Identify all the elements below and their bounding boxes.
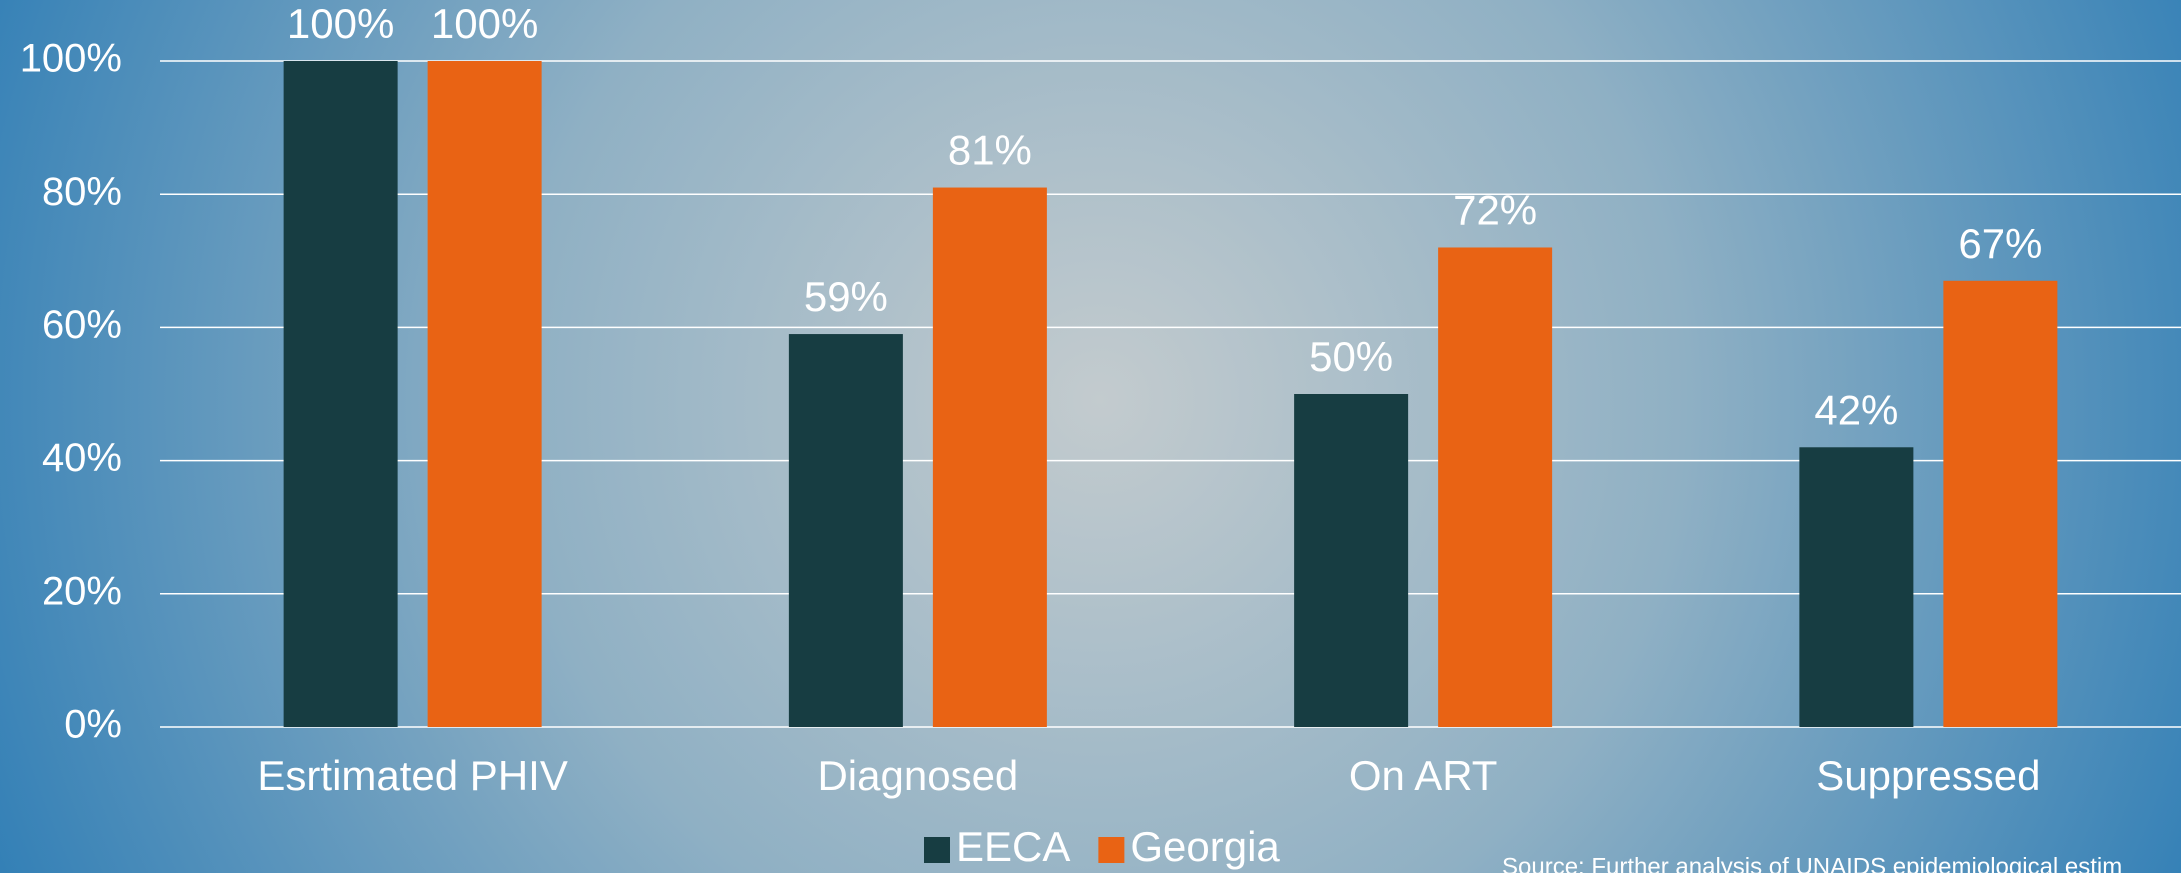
value-label: 72% [1453,187,1537,234]
source-note: Source: Further analysis of UNAIDS epide… [1502,853,2122,873]
value-label: 42% [1814,386,1898,433]
value-label: 59% [804,273,888,320]
bar [1943,280,2058,727]
y-tick-label: 0% [64,703,122,747]
bar [1294,394,1409,727]
y-tick-label: 100% [20,37,122,81]
bar [283,61,398,727]
x-tick-label: On ART [1349,752,1498,799]
bar [932,187,1047,728]
value-label: 100% [287,0,394,47]
y-tick-label: 40% [42,436,122,480]
x-tick-label: Suppressed [1816,752,2040,799]
y-tick-label: 80% [42,170,122,214]
bar [1799,447,1914,727]
value-label: 50% [1309,333,1393,380]
legend-label: EECA [956,823,1070,870]
value-label: 100% [431,0,538,47]
value-label: 67% [1958,220,2042,267]
bar [788,334,903,727]
legend-swatch [924,837,950,863]
bar [1438,247,1553,728]
y-tick-label: 60% [42,303,122,347]
x-tick-label: Esrtimated PHIV [257,752,567,799]
legend-swatch [1098,837,1125,863]
value-label: 81% [948,127,1032,174]
legend-label: Georgia [1130,823,1280,870]
bar [427,61,542,727]
x-tick-label: Diagnosed [817,752,1018,799]
y-tick-label: 20% [42,569,122,613]
